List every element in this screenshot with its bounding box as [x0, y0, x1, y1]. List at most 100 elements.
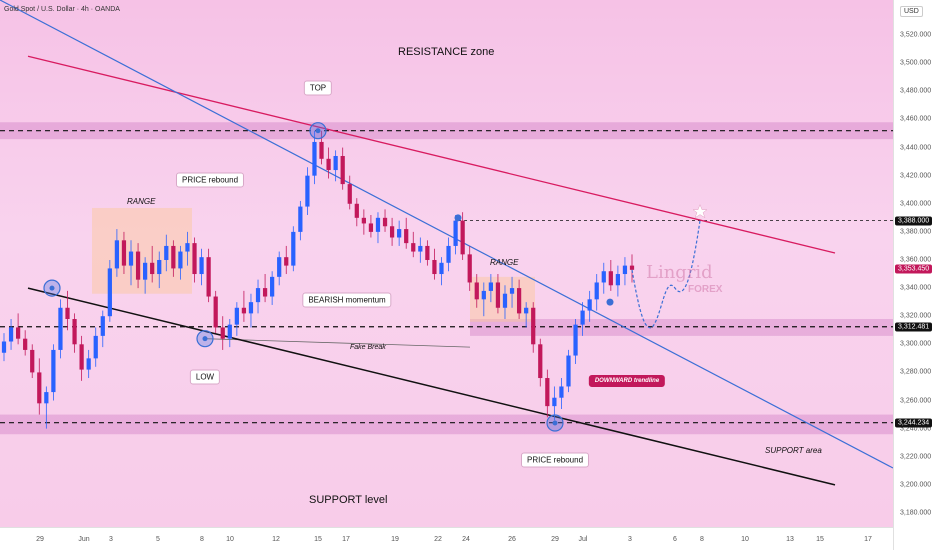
candle-body [192, 243, 197, 275]
candle-body [474, 282, 479, 300]
fake-break-label: Fake Break [350, 344, 386, 351]
time-tick-label: 5 [156, 536, 160, 543]
downward-trendline [0, 0, 894, 469]
top-label: TOP [303, 80, 333, 96]
candle-body [538, 344, 543, 379]
candle-body [23, 338, 28, 350]
time-axis[interactable] [0, 527, 893, 551]
candle-body [298, 206, 303, 232]
price-tick-label: 3,460.000 [900, 115, 932, 123]
time-tick-label: 10 [741, 536, 749, 543]
candle-body [37, 372, 42, 404]
price-tick-label: 3,520.000 [900, 31, 932, 39]
support-zone-band [0, 414, 893, 435]
candle-body [277, 257, 282, 277]
support-level-label: SUPPORT level [309, 494, 388, 506]
price-tag: 3,244.234 [895, 418, 932, 428]
pivot-dot [552, 420, 558, 426]
candle-body [404, 229, 409, 244]
candle-body [206, 257, 211, 297]
candle-body [213, 296, 218, 328]
candle-body [164, 245, 169, 260]
plot-area[interactable] [0, 0, 893, 527]
time-tick-label: 29 [36, 536, 44, 543]
candle-body [114, 240, 120, 269]
price-tick-label: 3,320.000 [900, 312, 932, 320]
candle-body [481, 290, 486, 300]
range-label-1: RANGE [127, 197, 156, 206]
candle-body [622, 265, 628, 275]
price-rebound-top-label: PRICE rebound [175, 172, 245, 188]
candle-body [361, 217, 366, 224]
candle-body [446, 245, 451, 263]
price-tick-label: 3,200.000 [900, 481, 932, 489]
descending-resistance-line [27, 55, 836, 254]
candle-body [573, 324, 578, 356]
candle-body [340, 155, 345, 185]
pivot-dot [202, 336, 208, 342]
candle-body [418, 245, 423, 252]
lingrid-logo-sub: FOREX [688, 284, 723, 295]
currency-label[interactable]: USD [900, 6, 923, 17]
support-trendline [27, 287, 836, 486]
pivot-dot [49, 285, 55, 291]
symbol-header: Gold Spot / U.S. Dollar · 4h · OANDA [4, 6, 120, 13]
resistance-zone-label: RESISTANCE zone [398, 46, 495, 58]
candle-body [495, 282, 501, 308]
candle-body [559, 386, 564, 398]
candle-body [326, 158, 331, 171]
candle-body [354, 203, 359, 218]
candle-body [65, 307, 70, 320]
price-tick-label: 3,380.000 [900, 228, 932, 236]
candle-body [93, 335, 98, 359]
candle-body [30, 349, 35, 373]
time-tick-label: 13 [786, 536, 794, 543]
price-tick-label: 3,360.000 [900, 256, 932, 264]
candle-body [262, 288, 268, 297]
price-tick-label: 3,220.000 [900, 453, 932, 461]
pivot-dot [315, 128, 321, 134]
time-tick-label: 8 [200, 536, 204, 543]
resistance-zone-band [0, 122, 893, 140]
candle-body [284, 257, 289, 266]
candle-body [199, 257, 204, 275]
price-rebound-bottom-label: PRICE rebound [520, 452, 590, 468]
price-tick-label: 3,400.000 [900, 200, 932, 208]
price-tick-label: 3,260.000 [900, 397, 932, 405]
candle-body [587, 299, 592, 311]
time-tick-label: 3 [628, 536, 632, 543]
candle-body [270, 276, 275, 297]
candle-body [8, 327, 14, 342]
candle-body [319, 141, 324, 159]
candle-body [516, 288, 522, 314]
candle-body [580, 310, 585, 325]
candle-body [171, 245, 176, 269]
candle-body [439, 262, 444, 275]
candle-body [15, 327, 21, 339]
candle-body [312, 141, 317, 176]
range-label-2: RANGE [490, 258, 519, 267]
candle-body [524, 307, 529, 314]
candle-body [389, 226, 395, 238]
time-tick-label: 6 [673, 536, 677, 543]
range-box-1 [92, 207, 192, 294]
projection-path [631, 220, 701, 329]
candle-body [1, 341, 7, 353]
candle-body [425, 245, 430, 260]
candle-body [615, 274, 621, 286]
time-tick-label: 15 [314, 536, 322, 543]
price-tick-label: 3,440.000 [900, 144, 932, 152]
candle-body [432, 259, 437, 275]
candle-body [121, 240, 127, 266]
time-tick-label: 29 [551, 536, 559, 543]
candle-body [51, 349, 56, 393]
candle-body [291, 231, 296, 266]
price-tag: 3,312.481 [895, 322, 932, 332]
candle-body [241, 307, 247, 314]
candle-body [107, 268, 112, 317]
candle-body [467, 254, 472, 283]
candle-body [608, 271, 613, 286]
price-axis[interactable] [893, 0, 932, 550]
time-tick-label: 24 [462, 536, 470, 543]
